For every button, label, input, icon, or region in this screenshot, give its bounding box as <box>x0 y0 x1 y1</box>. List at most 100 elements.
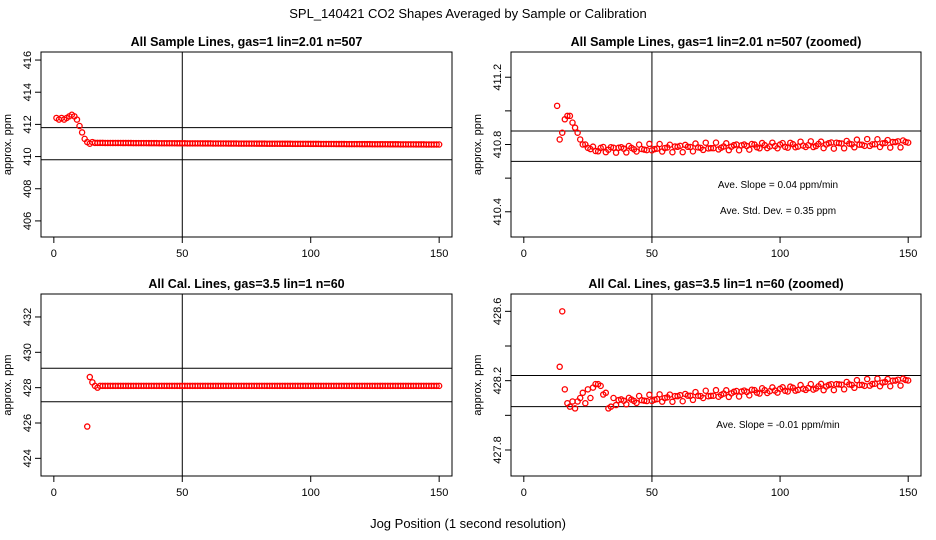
data-point <box>863 135 871 143</box>
data-point <box>707 392 715 400</box>
annotation: Ave. Slope = -0.01 ppm/min <box>716 420 840 431</box>
data-point <box>600 143 607 151</box>
data-point <box>612 149 620 156</box>
data-point <box>735 393 743 400</box>
data-point <box>689 148 697 155</box>
y-tick-label: 428.6 <box>492 298 504 326</box>
data-point <box>559 129 566 136</box>
y-tick-label: 410.4 <box>492 198 504 226</box>
plot-frame <box>40 293 453 477</box>
y-tick-label: 430 <box>22 343 34 361</box>
y-tick-label: 411.2 <box>492 64 504 91</box>
data-point <box>830 145 838 152</box>
data-point <box>579 141 587 148</box>
data-point <box>853 136 861 143</box>
y-tick-label: 408 <box>22 180 34 198</box>
data-point <box>746 146 753 153</box>
x-axis-label: Jog Position (1 second resolution) <box>370 516 566 531</box>
x-tick-label: 0 <box>51 248 57 260</box>
y-axis-label: approx. ppm <box>2 114 14 175</box>
data-point <box>689 396 697 404</box>
data-point <box>694 144 702 151</box>
data-point <box>871 380 879 387</box>
data-point <box>574 129 581 136</box>
data-point <box>610 394 617 402</box>
data-point <box>571 405 579 412</box>
data-point <box>887 383 894 390</box>
data-point <box>433 141 440 148</box>
data-point <box>723 140 730 147</box>
plot-frame <box>40 51 453 238</box>
data-point <box>669 148 676 156</box>
data-point <box>851 384 858 392</box>
data-point <box>807 380 815 388</box>
data-point <box>653 145 661 152</box>
data-point <box>851 144 858 151</box>
x-tick-label: 50 <box>646 487 658 499</box>
chart-panel-3: All Cal. Lines, gas=3.5 lin=1 n=60 0 50 100… <box>2 277 453 499</box>
data-point <box>556 136 563 143</box>
data-point <box>702 387 710 394</box>
data-point <box>887 144 894 151</box>
data-point <box>576 136 584 143</box>
data-point <box>83 423 91 430</box>
data-point <box>584 386 592 393</box>
annotation: Ave. Std. Dev. = 0.35 ppm <box>720 206 836 217</box>
data-point <box>679 397 686 405</box>
annotation: Ave. Slope = 0.04 ppm/min <box>718 180 838 191</box>
data-point <box>838 140 845 147</box>
data-point <box>653 395 661 403</box>
data-point <box>656 391 663 398</box>
data-point <box>651 145 658 153</box>
data-point <box>566 112 574 120</box>
data-point <box>846 381 853 388</box>
data-point <box>641 146 648 153</box>
data-point <box>576 394 584 402</box>
data-point <box>679 148 686 156</box>
data-point <box>435 382 443 390</box>
data-point <box>746 392 753 399</box>
x-tick-label: 50 <box>176 487 188 499</box>
data-point <box>871 140 879 148</box>
data-point <box>897 382 904 389</box>
data-point <box>592 147 599 155</box>
data-point <box>559 308 566 315</box>
data-point <box>435 141 443 148</box>
data-point <box>756 390 763 397</box>
chart-title: All Cal. Lines, gas=3.5 lin=1 n=60 <box>148 277 344 291</box>
y-tick-label: 428.2 <box>492 367 504 395</box>
y-tick-label: 426 <box>22 414 34 432</box>
data-point <box>633 148 640 155</box>
chart-panel-1: All Sample Lines, gas=1 lin=2.01 n=507 0 5… <box>2 35 453 260</box>
data-point <box>78 129 86 136</box>
data-point <box>694 392 702 400</box>
x-tick-label: 50 <box>176 248 188 260</box>
data-point <box>646 391 653 399</box>
data-point <box>735 147 743 154</box>
page-title: SPL_140421 CO2 Shapes Averaged by Sample… <box>289 6 647 21</box>
y-axis-label: approx. ppm <box>2 354 14 415</box>
x-tick-label: 100 <box>302 487 320 499</box>
data-point <box>646 140 653 148</box>
data-point <box>784 388 792 395</box>
x-tick-label: 50 <box>646 248 658 260</box>
chart-title: All Sample Lines, gas=1 lin=2.01 n=507 (… <box>571 35 862 49</box>
data-point <box>656 140 663 148</box>
data-point <box>587 394 594 402</box>
y-tick-label: 424 <box>22 449 34 467</box>
data-point <box>712 386 720 394</box>
data-point <box>641 397 648 404</box>
y-tick-label: 406 <box>22 212 34 230</box>
chart-panel-4: All Cal. Lines, gas=3.5 lin=1 n=60 (zoom… <box>472 277 922 499</box>
data-point <box>748 140 756 148</box>
data-point <box>623 401 630 408</box>
x-tick-label: 0 <box>521 487 527 499</box>
y-tick-label: 414 <box>22 83 34 101</box>
data-point <box>869 141 876 148</box>
chart-panel-2: All Sample Lines, gas=1 lin=2.01 n=507 (… <box>472 35 922 260</box>
x-tick-label: 100 <box>771 487 789 499</box>
data-point <box>784 144 792 151</box>
data-point <box>869 380 876 388</box>
data-point <box>879 140 886 147</box>
